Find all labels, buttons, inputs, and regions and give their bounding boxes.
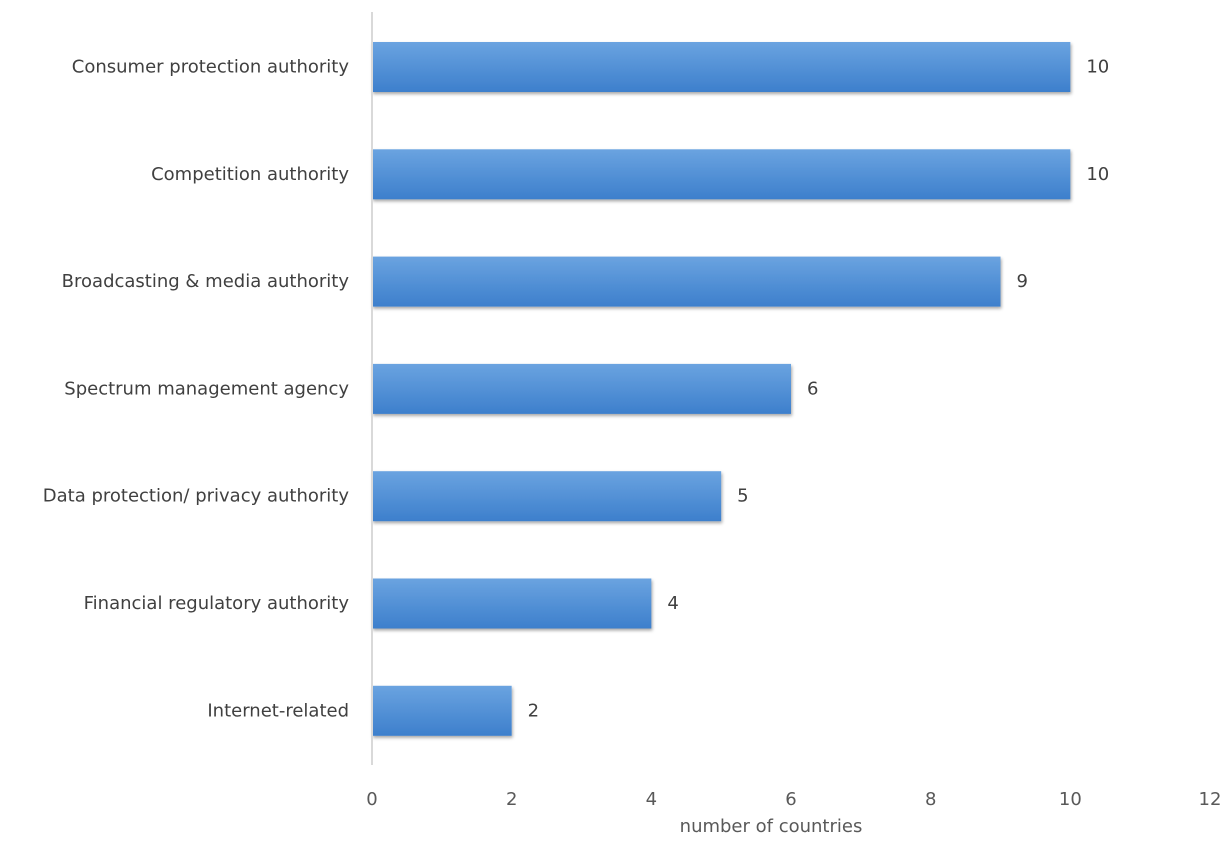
- data-label-consumer-protection-authority: 10: [1086, 57, 1109, 78]
- bar-spectrum-management-agency: [372, 363, 791, 414]
- bar-competition-authority: [372, 149, 1071, 200]
- data-label-internet-related: 2: [528, 700, 539, 721]
- x-tick-label-12: 12: [1199, 789, 1222, 810]
- data-label-broadcasting-media-authority: 9: [1017, 271, 1028, 292]
- bars-layer: [372, 42, 1071, 736]
- x-axis-title: number of countries: [680, 816, 863, 837]
- x-tick-label-0: 0: [366, 789, 377, 810]
- bar-internet-related: [372, 685, 512, 736]
- data-label-competition-authority: 10: [1086, 164, 1109, 185]
- bar-consumer-protection-authority: [372, 42, 1071, 92]
- data-label-spectrum-management-agency: 6: [807, 378, 818, 399]
- x-tick-labels: 0 2 4 6 8 10 12: [366, 789, 1221, 810]
- category-label-broadcasting-media-authority: Broadcasting & media authority: [62, 271, 350, 292]
- category-label-data-protection-privacy-authority: Data protection/ privacy authority: [43, 486, 350, 507]
- data-labels: 10 10 9 6 5 4 2: [528, 57, 1110, 722]
- x-tick-label-4: 4: [646, 789, 657, 810]
- category-label-spectrum-management-agency: Spectrum management agency: [64, 378, 349, 399]
- bar-broadcasting-media-authority: [372, 256, 1001, 307]
- bar-data-protection-privacy-authority: [372, 471, 722, 522]
- x-tick-label-2: 2: [506, 789, 517, 810]
- bar-financial-regulatory-authority: [372, 578, 652, 629]
- category-labels: Consumer protection authority Competition…: [43, 57, 350, 722]
- x-tick-label-8: 8: [925, 789, 936, 810]
- category-label-internet-related: Internet-related: [207, 700, 349, 721]
- data-label-data-protection-privacy-authority: 5: [737, 486, 748, 507]
- category-label-consumer-protection-authority: Consumer protection authority: [72, 57, 350, 78]
- data-label-financial-regulatory-authority: 4: [667, 593, 678, 614]
- x-tick-label-6: 6: [785, 789, 796, 810]
- category-label-financial-regulatory-authority: Financial regulatory authority: [84, 593, 350, 614]
- x-tick-label-10: 10: [1059, 789, 1082, 810]
- category-label-competition-authority: Competition authority: [151, 164, 349, 185]
